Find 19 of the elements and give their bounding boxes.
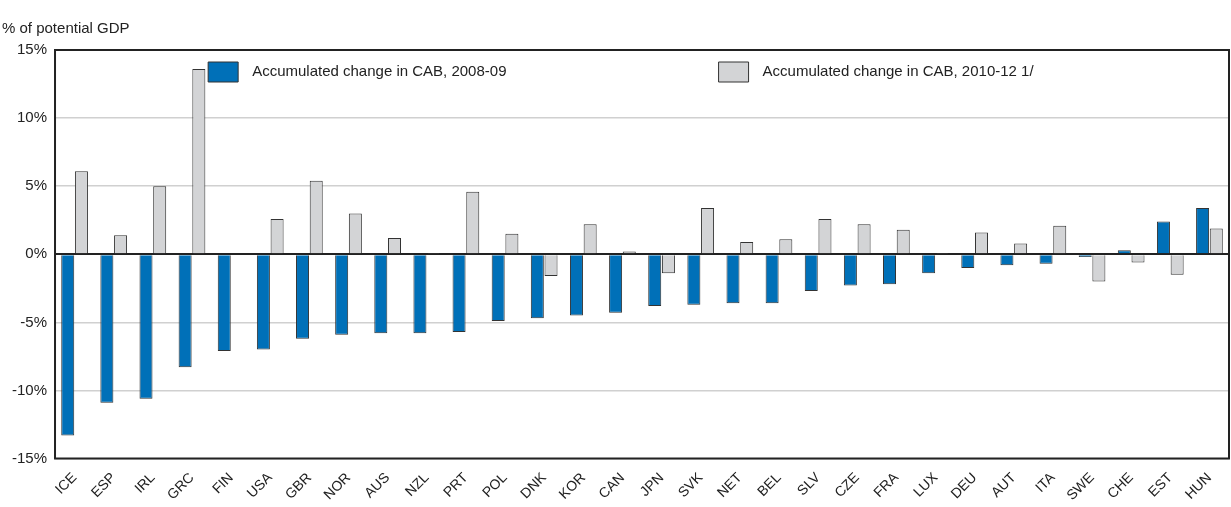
x-tick-label: NZL	[401, 468, 432, 500]
y-tick-label: -15%	[11, 448, 48, 466]
x-tick-label: ICE	[51, 469, 80, 497]
y-tick-label: -10%	[11, 380, 48, 398]
x-tick-label: IRL	[130, 468, 158, 496]
legend-label: Accumulated change in CAB, 2010-12 1/	[762, 62, 1035, 80]
x-tick-label: POL	[478, 468, 511, 501]
x-tick-label: USA	[243, 468, 276, 501]
legend-label: Accumulated change in CAB, 2008-09	[252, 62, 507, 80]
y-tick-label: 0%	[25, 244, 48, 262]
x-tick-label: FIN	[208, 469, 236, 497]
x-tick-label: ITA	[1031, 468, 1059, 496]
y-tick-label: 15%	[16, 40, 48, 58]
y-axis-title: % of potential GDP	[2, 18, 130, 36]
y-tick-label: -5%	[20, 312, 48, 330]
y-tick-label: 5%	[25, 176, 48, 194]
x-tick-label: BEL	[753, 468, 784, 500]
x-tick-label: FRA	[870, 468, 902, 501]
y-tick-label: 10%	[16, 108, 48, 126]
